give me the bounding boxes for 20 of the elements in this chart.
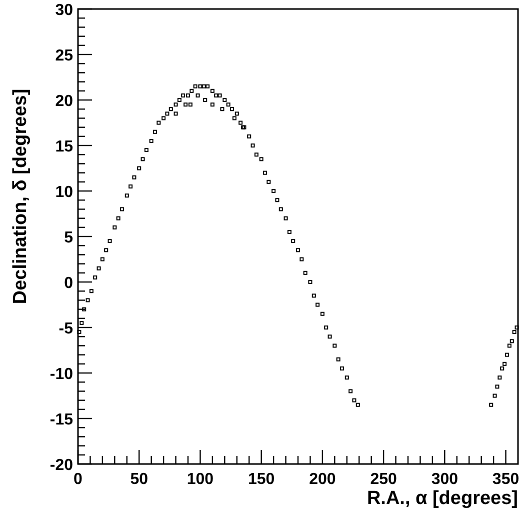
x-tick-label: 100 xyxy=(186,471,214,488)
y-tick-label: 5 xyxy=(64,230,74,246)
y-tick-label: 10 xyxy=(55,184,74,201)
x-tick-label: 50 xyxy=(130,471,148,488)
y-tick-label: 15 xyxy=(55,138,74,156)
y-tick-label: 20 xyxy=(55,93,74,110)
y-tick-label: -5 xyxy=(58,320,74,338)
x-tick-label: 250 xyxy=(370,471,397,488)
y-tick-label: -10 xyxy=(50,366,74,383)
x-tick-label: 200 xyxy=(309,471,336,488)
x-tick-label: 150 xyxy=(248,471,275,488)
y-tick-label: 30 xyxy=(55,2,74,19)
y-tick-label: 0 xyxy=(64,275,74,292)
y-tick-label: 25 xyxy=(55,48,74,64)
x-tick-label: 350 xyxy=(492,471,520,488)
y-tick-label: -20 xyxy=(50,457,74,474)
x-tick-label: 300 xyxy=(431,471,458,488)
y-tick-label: -15 xyxy=(50,412,74,428)
x-axis-title: R.A., α [degrees] xyxy=(366,488,518,509)
y-axis-title: Declination, δ [degrees] xyxy=(10,88,31,304)
